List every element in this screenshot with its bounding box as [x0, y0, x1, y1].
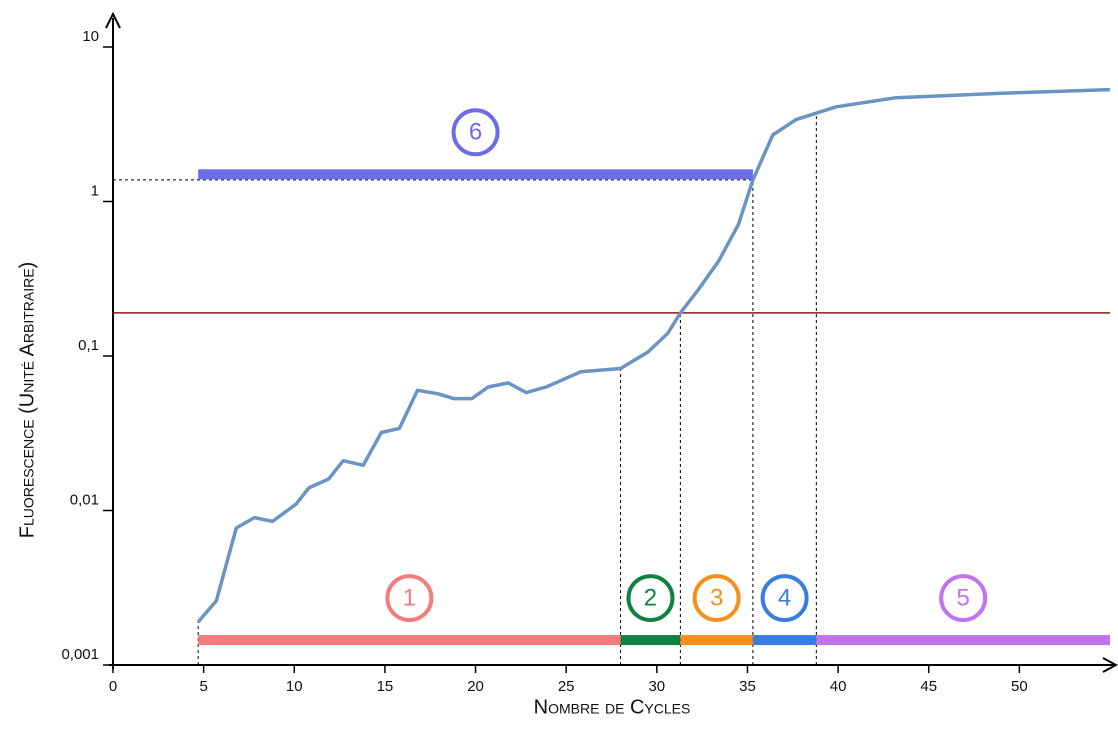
x-tick-label: 50 — [1011, 678, 1028, 695]
phase-badge — [760, 574, 809, 623]
phase-bar — [680, 635, 753, 646]
phase-label: 3 — [710, 584, 723, 611]
phase-badge — [692, 574, 741, 623]
x-tick-label: 5 — [199, 678, 207, 695]
x-tick-label: 45 — [920, 678, 937, 695]
phase-badge — [626, 574, 675, 623]
x-tick-label: 0 — [109, 678, 117, 695]
phase-bar — [198, 169, 753, 180]
x-tick-label: 35 — [739, 678, 756, 695]
x-tick-label: 30 — [648, 678, 665, 695]
phase-label: 4 — [778, 584, 791, 611]
phase-bar — [752, 635, 817, 646]
x-tick-label: 40 — [830, 678, 847, 695]
x-tick-label: 20 — [467, 678, 484, 695]
phase-bar — [198, 635, 621, 646]
y-tick-label: 0,01 — [70, 491, 99, 508]
x-axis-label: Nombre de Cycles — [534, 696, 691, 718]
phase-badge — [451, 108, 500, 157]
curve — [196, 87, 1111, 624]
phase-badge — [385, 574, 434, 623]
y-axis-label: Fluorescence (Unité Arbitraire) — [16, 262, 38, 538]
phase-label: 6 — [469, 119, 482, 146]
phase-badge — [939, 574, 988, 623]
x-tick-label: 10 — [286, 678, 303, 695]
phase-bar — [620, 635, 681, 646]
y-tick-label: 10 — [82, 28, 99, 45]
phase-label: 1 — [403, 584, 416, 611]
phase-label: 5 — [956, 584, 969, 611]
x-axis-arrow — [1102, 657, 1118, 673]
phase-label: 2 — [644, 584, 657, 611]
y-tick-label: 1 — [91, 182, 99, 199]
y-tick-label: 0,1 — [78, 337, 99, 354]
y-tick-label: 0,001 — [61, 646, 99, 663]
x-tick-label: 25 — [558, 678, 575, 695]
y-axis-arrow — [105, 11, 121, 29]
x-tick-label: 15 — [377, 678, 394, 695]
phase-bar — [816, 635, 1110, 646]
